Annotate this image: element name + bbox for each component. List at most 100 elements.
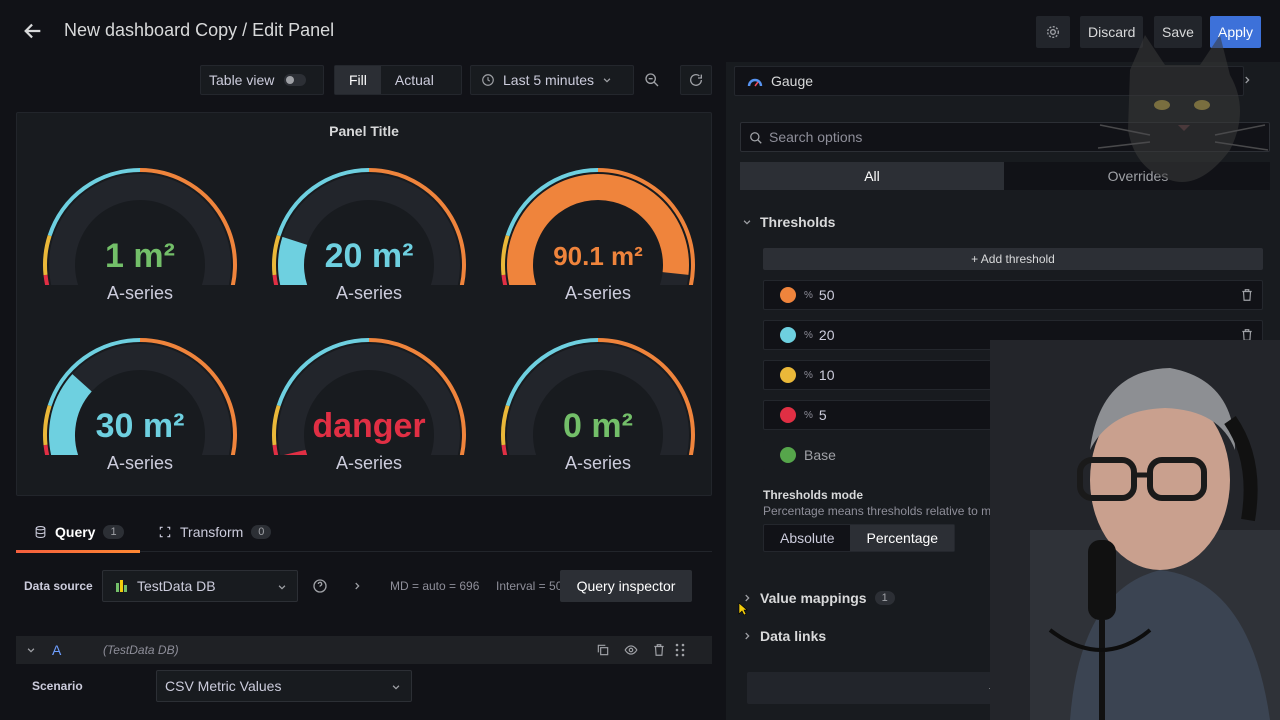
threshold-row[interactable]: % 50: [763, 280, 1263, 310]
threshold-value[interactable]: 5: [818, 407, 827, 423]
scenario-select[interactable]: CSV Metric Values: [156, 670, 412, 702]
gauge-series-label: A-series: [106, 283, 173, 303]
gauge-value: 90.1 m²: [553, 241, 643, 271]
gauge-panel[interactable]: Panel Title 1 m² A-series 20 m² A-series 90.…: [16, 112, 712, 496]
threshold-color-dot[interactable]: [780, 407, 796, 423]
save-button[interactable]: Save: [1154, 16, 1202, 48]
tab-all[interactable]: All: [740, 162, 1004, 190]
query-tabs: Query 1 Transform 0: [16, 516, 712, 552]
datasource-picker[interactable]: TestData DB: [102, 570, 298, 602]
query-ref-id[interactable]: A: [52, 642, 62, 658]
clock-icon: [482, 74, 494, 86]
mode-percentage[interactable]: Percentage: [850, 525, 955, 551]
presenter-video-icon: [990, 340, 1280, 720]
drag-handle-icon[interactable]: [674, 643, 686, 657]
threshold-band: [272, 235, 281, 276]
time-picker[interactable]: Last 5 minutes: [470, 65, 634, 95]
threshold-value[interactable]: 20: [818, 327, 835, 343]
gauge-arc: [501, 338, 695, 455]
gauge-series-label: A-series: [335, 283, 402, 303]
gauge: danger A-series: [264, 325, 474, 485]
database-icon: [35, 526, 46, 538]
tab-query[interactable]: Query 1: [34, 524, 124, 540]
gauge-value: danger: [312, 407, 426, 445]
threshold-color-dot[interactable]: [780, 287, 796, 303]
tab-transform[interactable]: Transform 0: [158, 524, 272, 540]
chevron-down-icon: [392, 685, 400, 690]
gauge-track: [49, 174, 231, 285]
percent-symbol: %: [804, 329, 813, 341]
thresholds-mode-radio: Absolute Percentage: [763, 524, 956, 552]
gauge-arc: [43, 338, 237, 455]
cat-logo-icon: [1097, 35, 1269, 182]
threshold-value[interactable]: 10: [818, 367, 835, 383]
gauge-value: 20 m²: [324, 237, 414, 275]
thresholds-mode-title: Thresholds mode: [763, 488, 864, 502]
datasource-label: Data source: [24, 579, 93, 593]
tab-transform-count: 0: [251, 525, 272, 539]
threshold-band: [43, 274, 50, 285]
actual-option[interactable]: Actual: [394, 72, 434, 88]
tab-query-label: Query: [55, 524, 96, 540]
search-icon: [750, 132, 762, 144]
thresholds-section-header[interactable]: Thresholds: [742, 214, 835, 230]
threshold-band: [501, 444, 508, 455]
chevron-right-icon: [745, 594, 750, 602]
value-mappings-section-header[interactable]: Value mappings 1: [742, 590, 895, 606]
visualization-name: Gauge: [771, 73, 814, 89]
trash-icon[interactable]: [652, 643, 666, 657]
chevron-right-icon[interactable]: [352, 580, 362, 592]
panel-title: Panel Title: [329, 123, 399, 139]
eye-icon[interactable]: [624, 643, 638, 657]
gauge: 1 m² A-series: [35, 155, 245, 315]
threshold-color-dot[interactable]: [780, 327, 796, 343]
zoom-out-button[interactable]: [636, 65, 668, 95]
threshold-value[interactable]: 50: [818, 287, 835, 303]
top-bar: New dashboard Copy / Edit Panel Discard …: [0, 0, 1280, 62]
gear-icon: [1047, 26, 1059, 38]
threshold-band: [43, 235, 52, 276]
active-tab-indicator: [16, 550, 140, 553]
table-view-toggle[interactable]: Table view: [200, 65, 324, 95]
threshold-band: [272, 405, 281, 446]
transform-icon: [159, 526, 171, 538]
data-links-section-header[interactable]: Data links: [742, 628, 826, 644]
gauge-value: 30 m²: [95, 407, 185, 445]
back-arrow-icon[interactable]: [22, 20, 44, 42]
gauge-series-label: A-series: [564, 283, 631, 303]
chevron-right-icon[interactable]: [1242, 74, 1252, 86]
refresh-button[interactable]: [680, 65, 712, 95]
percent-symbol: %: [804, 369, 813, 381]
gauge-series-label: A-series: [335, 453, 402, 473]
query-row-header[interactable]: A (TestData DB): [16, 636, 712, 664]
threshold-band: [368, 338, 466, 455]
duplicate-icon[interactable]: [596, 643, 610, 657]
query-inspector-button[interactable]: Query inspector: [560, 570, 692, 602]
thresholds-mode-description: Percentage means thresholds relative to …: [763, 504, 1038, 518]
add-threshold-button[interactable]: + Add threshold: [763, 248, 1263, 270]
threshold-band: [272, 274, 279, 285]
threshold-band: [43, 405, 52, 446]
help-icon[interactable]: [312, 578, 328, 594]
chevron-down-icon[interactable]: [26, 645, 36, 655]
chevron-down-icon: [278, 585, 286, 590]
mouse-cursor-icon: [738, 602, 748, 616]
threshold-color-dot[interactable]: [780, 447, 796, 463]
threshold-color-dot[interactable]: [780, 367, 796, 383]
chevron-down-icon: [743, 220, 751, 225]
gauge: 0 m² A-series: [493, 325, 703, 485]
discard-button[interactable]: Discard: [1080, 16, 1144, 48]
gauge-arc: [501, 168, 695, 285]
fill-option[interactable]: Fill: [335, 66, 381, 94]
settings-button[interactable]: [1036, 16, 1070, 48]
threshold-band: [276, 168, 370, 237]
toggle-switch[interactable]: [284, 74, 307, 86]
gauge-series-label: A-series: [106, 453, 173, 473]
trash-icon[interactable]: [1240, 288, 1254, 302]
time-range-label: Last 5 minutes: [503, 72, 595, 88]
threshold-band: [505, 338, 599, 407]
mode-absolute[interactable]: Absolute: [780, 530, 835, 546]
threshold-band: [272, 444, 279, 455]
threshold-band: [597, 338, 695, 455]
gauge: 30 m² A-series: [35, 325, 245, 485]
